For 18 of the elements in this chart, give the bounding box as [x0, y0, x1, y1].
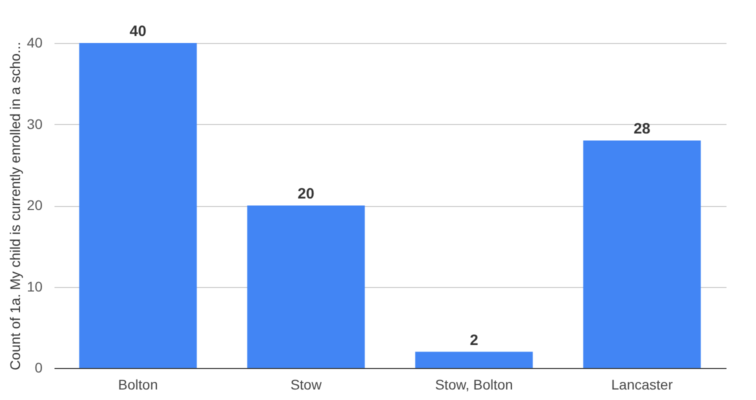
x-tick-label: Bolton — [118, 376, 158, 392]
y-tick-label: 10 — [26, 278, 43, 294]
bar — [415, 352, 533, 368]
x-tick-label: Stow — [290, 376, 322, 392]
y-tick-label: 20 — [26, 197, 43, 213]
x-tick-label: Stow, Bolton — [435, 376, 513, 392]
bar — [247, 206, 365, 368]
y-tick-label: 40 — [26, 34, 43, 50]
data-label: 20 — [298, 186, 314, 202]
y-axis-title: Count of 1a. My child is currently enrolled in a scho... — [6, 42, 23, 370]
data-label: 28 — [634, 120, 650, 138]
bar — [583, 140, 701, 368]
y-tick-label: 0 — [34, 360, 43, 376]
bar — [79, 43, 197, 368]
x-tick-label: Lancaster — [611, 376, 674, 392]
data-label: 2 — [470, 332, 478, 349]
y-tick-label: 30 — [26, 116, 43, 132]
data-label: 40 — [130, 23, 146, 40]
